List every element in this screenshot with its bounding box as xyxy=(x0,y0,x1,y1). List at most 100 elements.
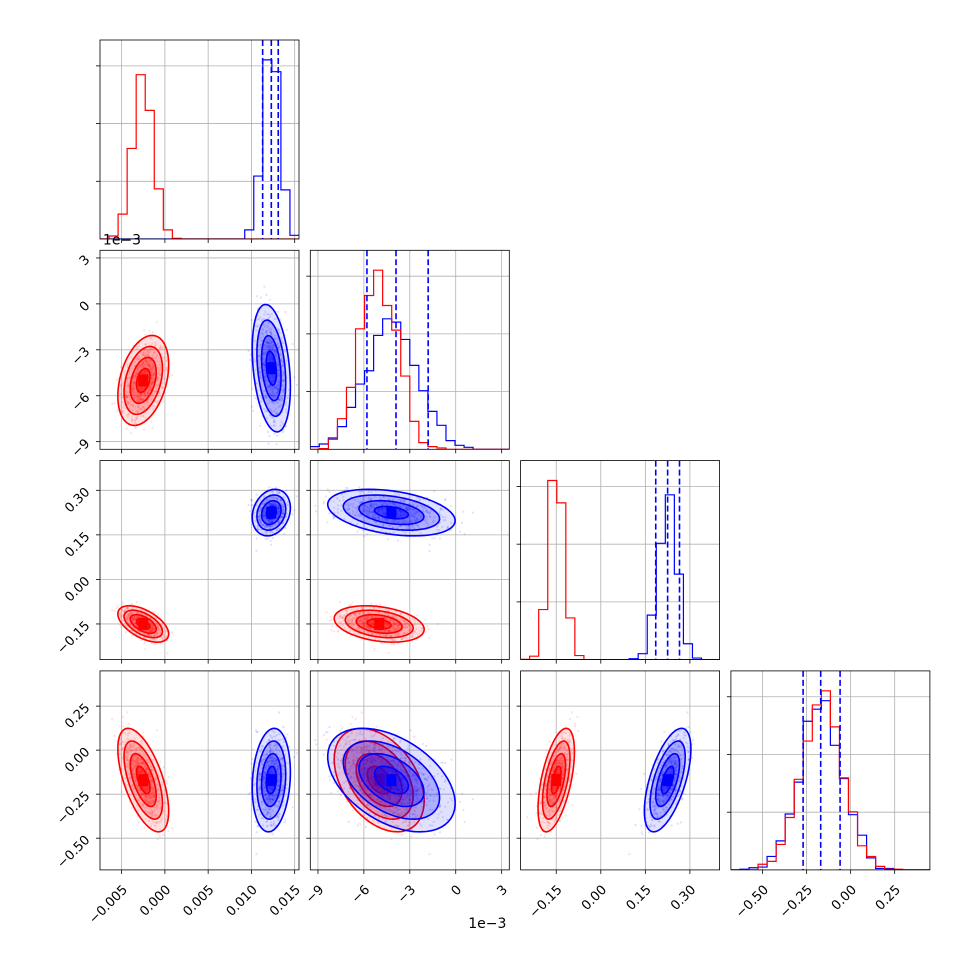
sample-point xyxy=(276,363,280,366)
sample-point xyxy=(286,396,289,399)
sample-point xyxy=(438,511,441,514)
sample-point xyxy=(263,494,266,497)
sample-point xyxy=(161,382,164,385)
sample-point xyxy=(152,374,155,377)
sample-point xyxy=(162,369,165,372)
sample-point xyxy=(127,751,130,754)
sample-point xyxy=(408,629,411,632)
sample-point xyxy=(269,539,272,542)
sample-point xyxy=(141,749,144,753)
sample-point xyxy=(143,765,146,768)
sample-point xyxy=(154,633,157,637)
sample-point xyxy=(272,360,275,363)
sample-point xyxy=(144,372,147,375)
sample-point xyxy=(263,364,266,368)
sample-point xyxy=(270,416,273,419)
sample-point xyxy=(153,643,156,646)
sample-point xyxy=(140,757,143,761)
sample-point xyxy=(274,386,277,389)
sample-point xyxy=(121,401,124,404)
sample-point xyxy=(268,384,271,388)
sample-point xyxy=(270,520,273,523)
sample-point xyxy=(126,606,130,609)
sample-point xyxy=(146,370,149,373)
sample-point xyxy=(133,616,136,619)
sample-point xyxy=(365,618,368,622)
sample-point xyxy=(262,351,265,354)
sample-point xyxy=(153,627,156,631)
sample-point xyxy=(402,636,405,640)
sample-point xyxy=(138,386,141,389)
sample-point xyxy=(280,389,284,392)
sample-point xyxy=(140,769,143,772)
sample-point xyxy=(393,491,396,495)
sample-point xyxy=(284,425,287,428)
sample-point xyxy=(403,619,407,623)
sample-point xyxy=(146,796,149,800)
sample-point xyxy=(151,629,154,632)
sample-point xyxy=(281,512,284,515)
sample-point xyxy=(129,744,132,747)
sample-point xyxy=(397,498,400,501)
sample-point xyxy=(145,633,148,636)
sample-point xyxy=(378,629,381,632)
sample-point xyxy=(264,371,267,374)
sample-point xyxy=(148,329,151,333)
sample-point xyxy=(160,636,163,639)
sample-point xyxy=(410,526,413,529)
sample-point xyxy=(338,499,341,502)
sample-point xyxy=(407,526,410,529)
sample-point xyxy=(412,630,416,633)
sample-point xyxy=(359,613,362,616)
sample-point xyxy=(158,363,162,367)
sample-point xyxy=(127,403,130,406)
sample-point xyxy=(273,424,276,427)
sample-point xyxy=(165,369,168,372)
sample-point xyxy=(147,391,150,394)
sample-point xyxy=(259,343,262,346)
sample-point xyxy=(262,363,265,366)
sample-point xyxy=(153,794,156,797)
sample-point xyxy=(396,627,399,631)
sample-point xyxy=(277,384,280,387)
sample-point xyxy=(364,623,367,626)
sample-point xyxy=(365,615,368,618)
sample-point xyxy=(267,519,270,522)
sample-point xyxy=(392,520,395,523)
sample-point xyxy=(151,427,154,430)
sample-point xyxy=(140,739,143,743)
contour-line xyxy=(344,609,414,639)
sample-point xyxy=(314,504,317,507)
sample-point xyxy=(149,387,153,390)
sample-point xyxy=(268,525,271,528)
sample-point xyxy=(366,625,369,628)
panel-0-0 xyxy=(100,40,299,239)
sample-point xyxy=(365,510,369,513)
sample-point xyxy=(126,384,130,387)
sample-point xyxy=(263,509,266,512)
sample-point xyxy=(399,500,402,503)
sample-point xyxy=(400,510,403,513)
sample-point xyxy=(411,524,414,527)
sample-point xyxy=(143,394,146,397)
sample-point xyxy=(264,515,267,518)
sample-point xyxy=(145,333,148,336)
sample-point xyxy=(276,528,279,532)
sample-point xyxy=(141,398,144,401)
sample-point xyxy=(276,497,279,500)
sample-point xyxy=(332,516,335,519)
sample-point xyxy=(273,418,276,421)
sample-point xyxy=(149,776,152,779)
sample-point xyxy=(266,525,269,528)
sample-point xyxy=(374,615,377,619)
sample-point xyxy=(272,525,275,528)
sample-point xyxy=(160,387,163,390)
sample-point xyxy=(285,328,288,331)
sample-point xyxy=(150,377,153,380)
sample-point xyxy=(132,376,135,379)
sample-point xyxy=(377,629,380,632)
sample-point xyxy=(406,626,409,629)
sample-point xyxy=(157,383,160,386)
sample-point xyxy=(281,516,284,519)
sample-point xyxy=(407,507,410,510)
